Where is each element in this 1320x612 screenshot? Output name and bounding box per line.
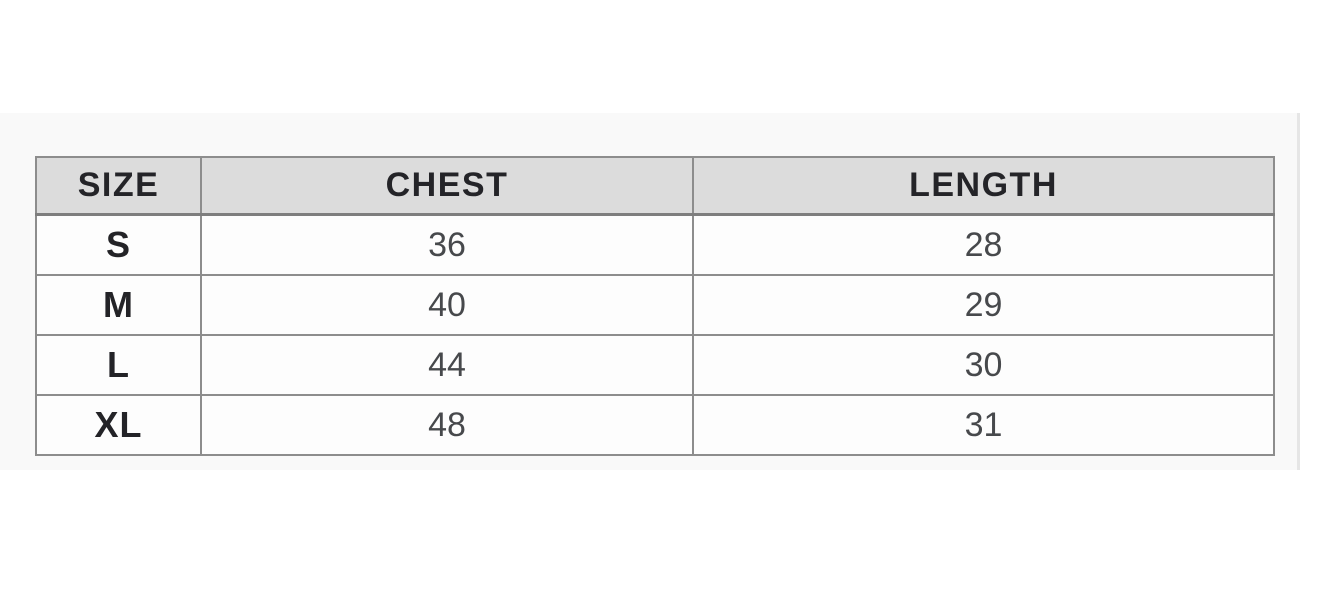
chest-cell: 36 xyxy=(200,213,694,276)
size-cell: L xyxy=(35,334,202,396)
header-cell-chest: CHEST xyxy=(200,156,694,216)
length-cell: 29 xyxy=(692,274,1275,336)
table-row: S 36 28 xyxy=(35,213,1275,276)
size-cell: XL xyxy=(35,394,202,456)
header-cell-size: SIZE xyxy=(35,156,202,216)
chest-cell: 48 xyxy=(200,394,694,456)
size-cell: M xyxy=(35,274,202,336)
chest-cell: 44 xyxy=(200,334,694,396)
table-row: L 44 30 xyxy=(35,334,1275,396)
size-cell: S xyxy=(35,213,202,276)
length-cell: 28 xyxy=(692,213,1275,276)
length-cell: 31 xyxy=(692,394,1275,456)
size-chart-table: SIZE CHEST LENGTH S 36 28 M 40 29 L 44 3… xyxy=(35,156,1275,456)
table-row: XL 48 31 xyxy=(35,394,1275,456)
length-cell: 30 xyxy=(692,334,1275,396)
chest-cell: 40 xyxy=(200,274,694,336)
header-row: SIZE CHEST LENGTH xyxy=(35,156,1275,216)
header-cell-length: LENGTH xyxy=(692,156,1275,216)
table-row: M 40 29 xyxy=(35,274,1275,336)
